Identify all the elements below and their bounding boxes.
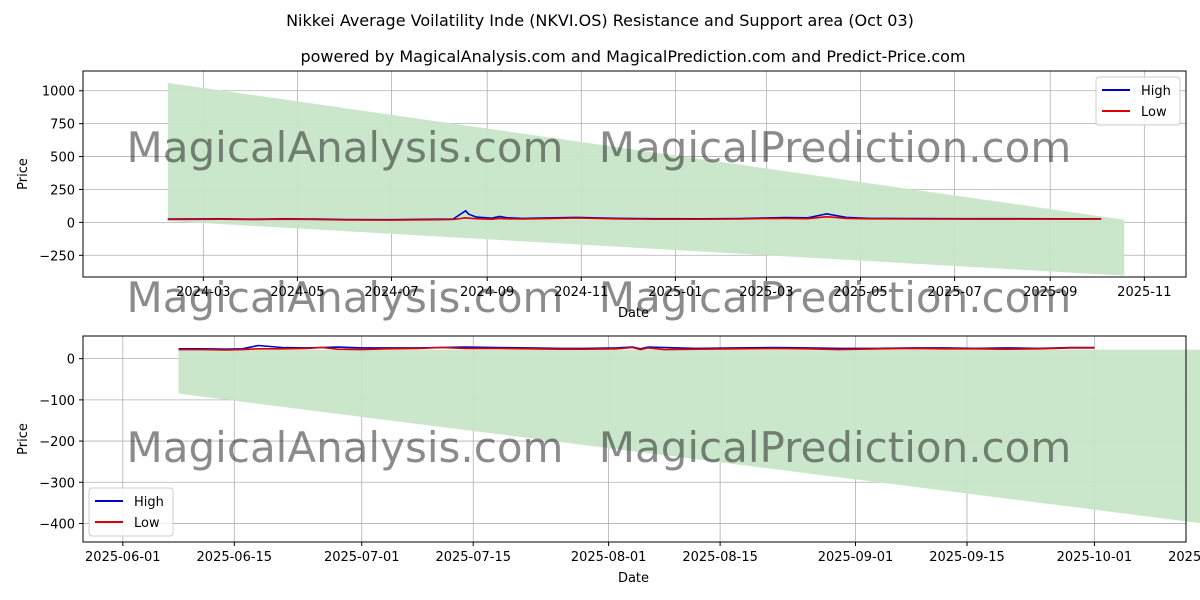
- watermark-top-right: MagicalPrediction.com: [599, 123, 1072, 172]
- y-tick-label: 1000: [42, 85, 75, 100]
- x-tick-label: 2025-05: [833, 285, 887, 300]
- y-tick-label: 500: [50, 151, 75, 166]
- y-axis-label: Price: [16, 158, 31, 190]
- chart-panel-bottom: 2025-06-01 2025-06-15 2025-07-01 2025-07-15…: [16, 335, 1200, 586]
- x-tick-label: 2024-07: [364, 285, 418, 300]
- legend-label-high: High: [1141, 84, 1171, 99]
- x-tick-label: 2025-09: [1023, 285, 1077, 300]
- x-tick-label: 2024-03: [176, 285, 230, 300]
- series-line-low: [167, 215, 1102, 221]
- x-tick-label: 2025-11: [1117, 285, 1171, 300]
- y-tick-label: 750: [50, 118, 75, 133]
- x-tick-label: 2025-07-15: [435, 550, 511, 565]
- y-tick-label: −250: [39, 249, 75, 264]
- y-tick-label: −300: [39, 476, 75, 491]
- y-tick-label: −400: [39, 517, 75, 532]
- legend-label-high: High: [134, 495, 164, 510]
- x-tick-label: 2025-06-15: [197, 550, 273, 565]
- y-tick-label: 0: [67, 353, 75, 368]
- plot-frame: [82, 70, 1187, 278]
- x-tick-label: 2025-09-01: [818, 550, 894, 565]
- x-tick-label: 2025-07: [927, 285, 981, 300]
- x-axis-label: Date: [618, 571, 649, 586]
- watermark-mid-right: MagicalPrediction.com: [599, 273, 1072, 322]
- x-tick-label: 2025-01: [648, 285, 702, 300]
- x-tick-label: 2025-09-15: [929, 550, 1005, 565]
- support-resistance-band: [178, 349, 1200, 524]
- x-tick-label: 2025-08-15: [682, 550, 758, 565]
- x-tick-label: 2025-08-01: [571, 550, 647, 565]
- plot-frame: [82, 335, 1187, 543]
- x-axis-label: Date: [618, 306, 649, 321]
- y-axis-label: Price: [16, 423, 31, 455]
- y-tick-label: −200: [39, 435, 75, 450]
- chart-title: Nikkei Average Voilatility Inde (NKVI.OS…: [286, 11, 914, 30]
- watermark-top-left: MagicalAnalysis.com: [127, 123, 564, 172]
- y-tick-label: 250: [50, 183, 75, 198]
- x-tick-label: 2025-10-01: [1057, 550, 1133, 565]
- x-tick-label: 2025-10-15: [1168, 550, 1200, 565]
- watermarks: MagicalAnalysis.com MagicalPrediction.co…: [127, 123, 1072, 472]
- support-resistance-band: [167, 82, 1125, 276]
- series-line-low: [178, 346, 1095, 351]
- watermark-bottom-right: MagicalPrediction.com: [599, 423, 1072, 472]
- x-tick-label: 2024-09: [460, 285, 514, 300]
- x-tick-label: 2025-07-01: [324, 550, 400, 565]
- watermark-mid-left: MagicalAnalysis.com: [127, 273, 564, 322]
- chart-panel-top: 2024-03 2024-05 2024-07 2024-09 2024-11 2025-…: [16, 70, 1187, 321]
- watermark-bottom-left: MagicalAnalysis.com: [127, 423, 564, 472]
- x-tick-label: 2024-05: [270, 285, 324, 300]
- chart-subtitle: powered by MagicalAnalysis.com and Magic…: [300, 47, 965, 66]
- legend-label-low: Low: [134, 516, 160, 531]
- y-tick-label: −100: [39, 394, 75, 409]
- x-tick-label: 2025-06-01: [85, 550, 161, 565]
- legend-label-low: Low: [1141, 105, 1167, 120]
- x-tick-label: 2024-11: [554, 285, 608, 300]
- y-tick-label: 0: [67, 216, 75, 231]
- x-tick-label: 2025-03: [739, 285, 793, 300]
